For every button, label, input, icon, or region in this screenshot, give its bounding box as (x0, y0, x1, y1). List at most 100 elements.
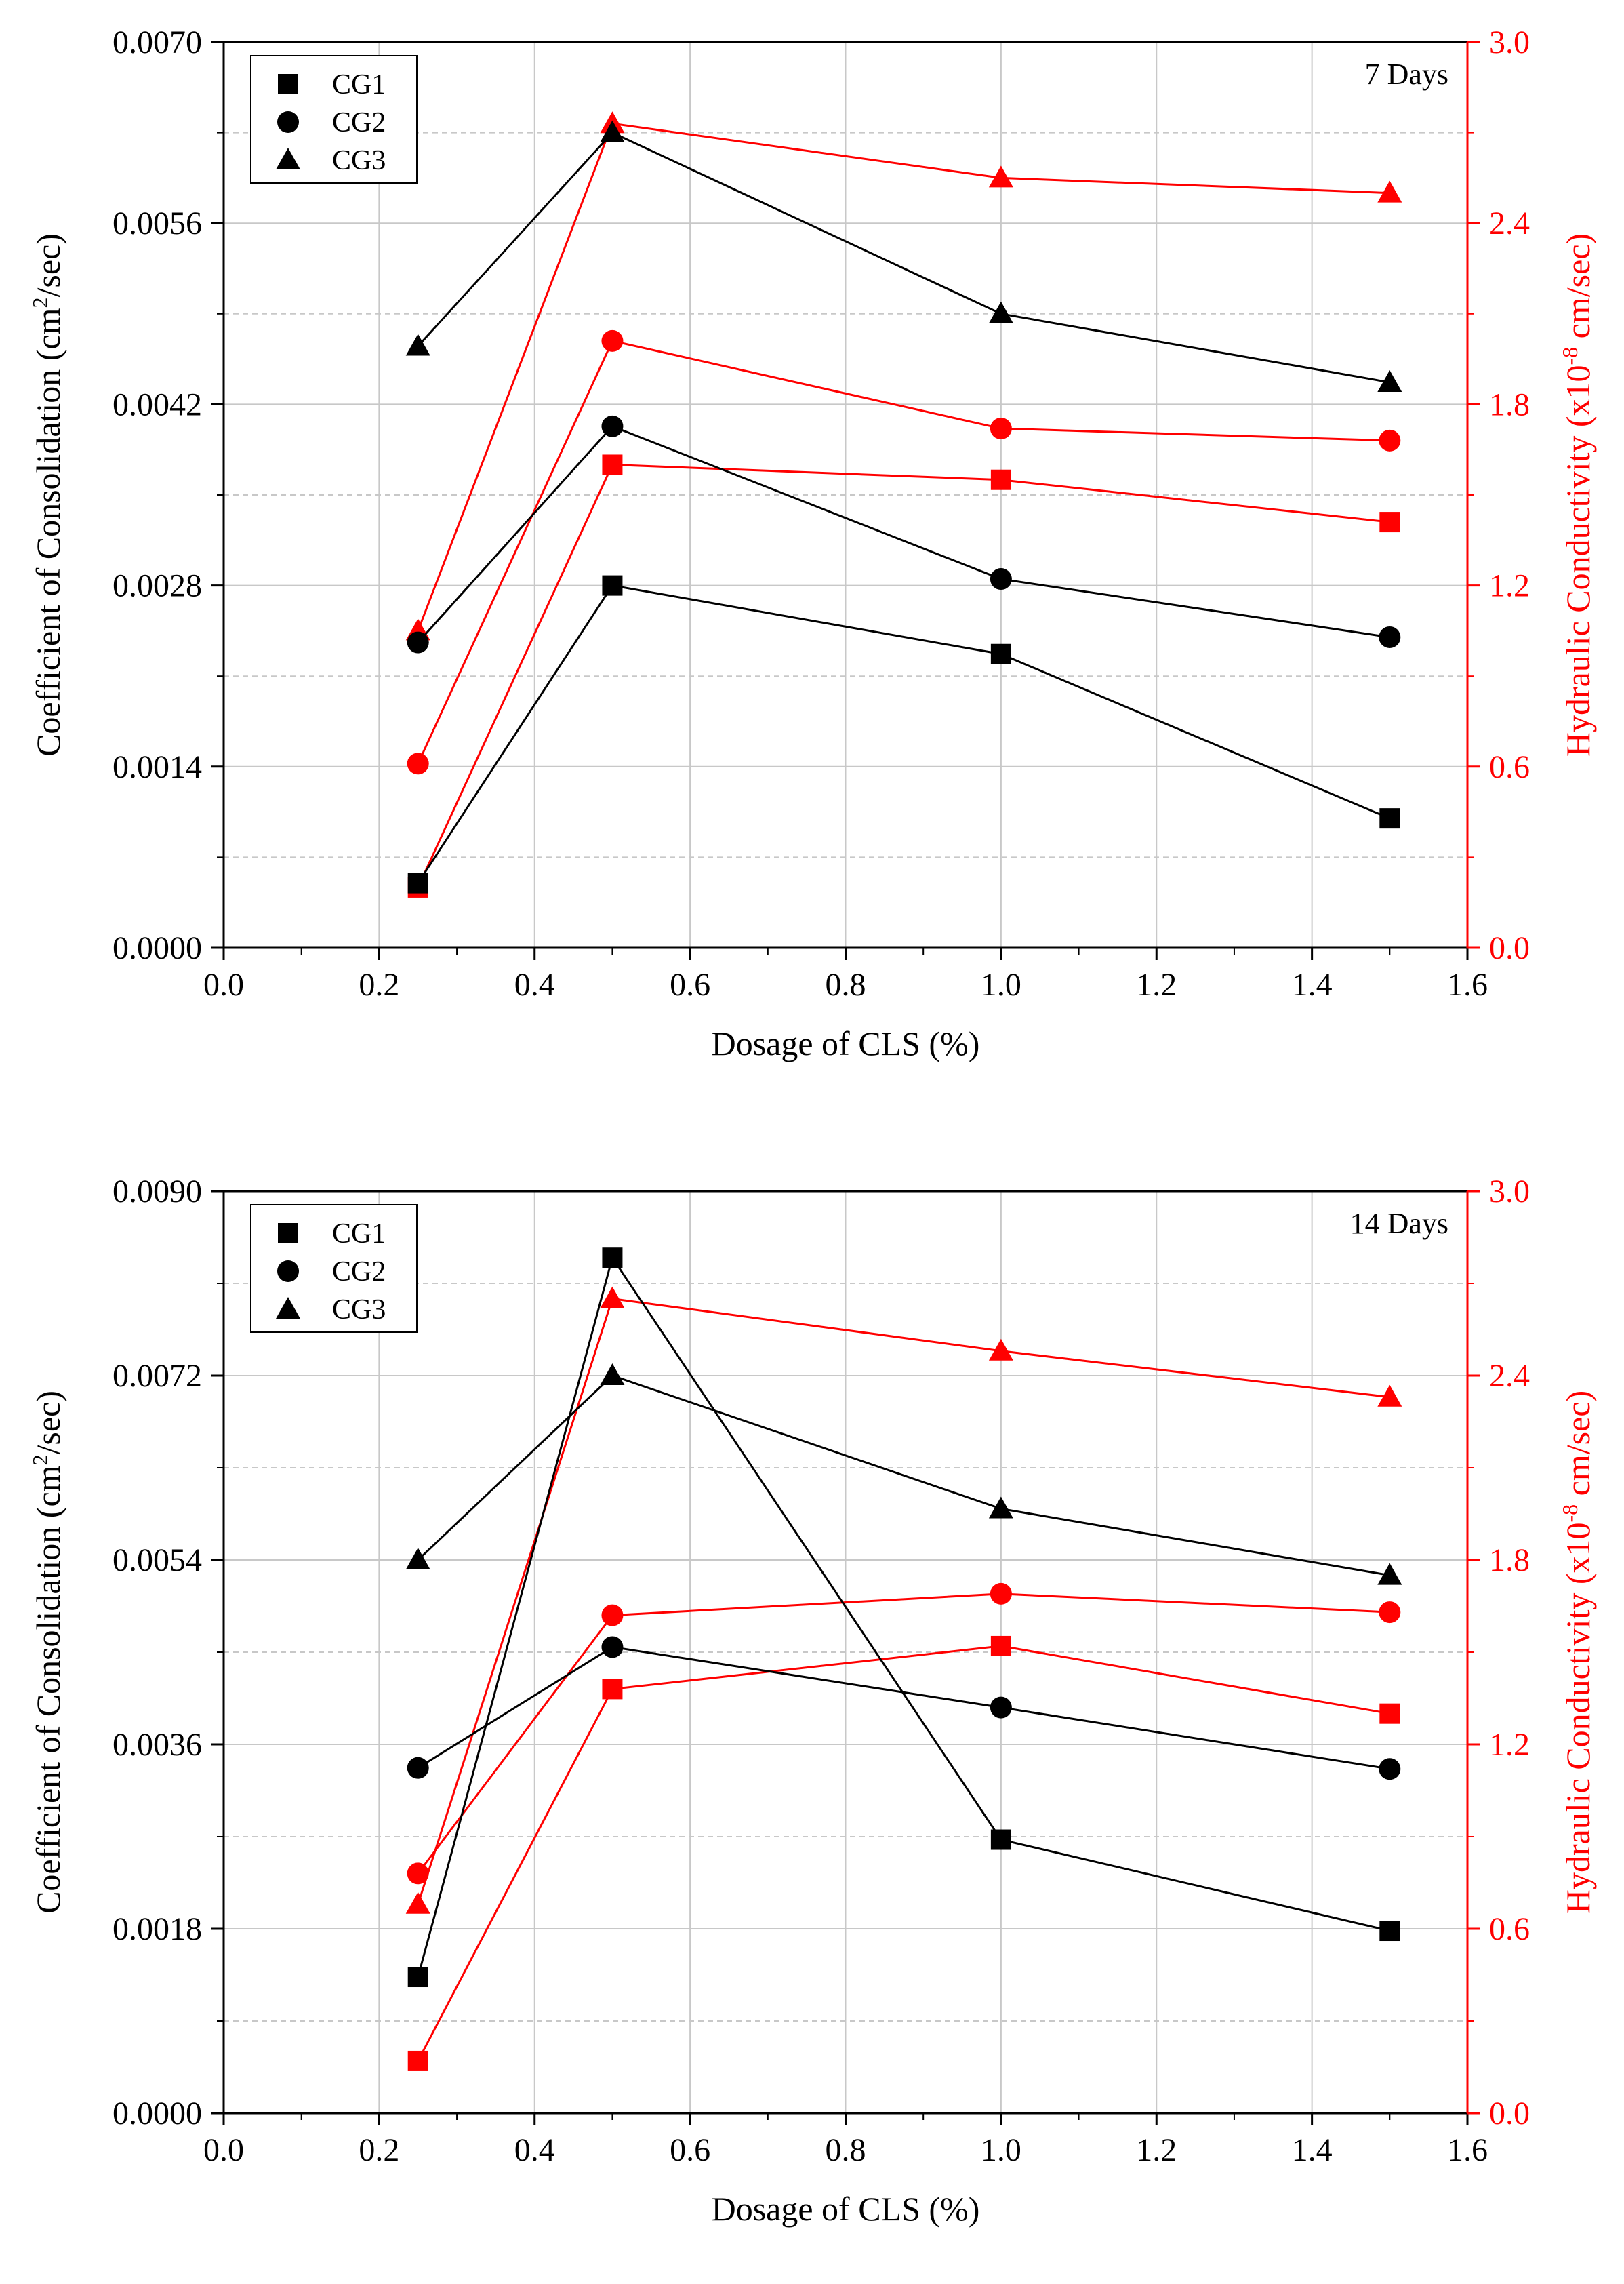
panel-title: 7 Days (1365, 58, 1448, 91)
series-line-CG1 (417, 1255, 1390, 1978)
data-point-hydraulic-triangle (988, 165, 1013, 188)
series-line-triangle-red (417, 1298, 1390, 1905)
data-point-CG1 (602, 1247, 623, 1268)
y-tick-label: 0.0072 (113, 1358, 202, 1394)
x-tick-label: 1.6 (1447, 967, 1488, 1003)
y2-tick-label: 1.8 (1489, 1542, 1530, 1578)
data-point-CG2 (601, 1636, 624, 1658)
legend-label-CG1: CG1 (332, 1218, 386, 1249)
x-tick-label: 1.0 (981, 967, 1021, 1003)
legend-marker-CG2 (277, 1260, 299, 1282)
legend-label-CG3: CG3 (332, 145, 386, 176)
legend: CG1 CG2 CG3 (250, 55, 418, 184)
data-point-CG1 (407, 1967, 428, 1988)
x-tick-label: 1.6 (1447, 2132, 1488, 2168)
y2-tick-label: 1.2 (1489, 1727, 1530, 1763)
data-point-CG3 (405, 1548, 430, 1569)
data-point-hydraulic-triangle (1377, 1384, 1402, 1407)
grid (224, 42, 1467, 948)
data-point-CG2 (1379, 626, 1401, 648)
series-line-triangle-red (417, 122, 1390, 631)
data-point-hydraulic-circle (990, 1582, 1012, 1605)
data-point-hydraulic-triangle (988, 1338, 1013, 1361)
data-point-CG1 (990, 643, 1011, 664)
data-point-CG3 (600, 1363, 625, 1385)
data-point-hydraulic-square (602, 1679, 623, 1700)
y-tick-label: 0.0000 (113, 2096, 202, 2131)
data-point-hydraulic-circle (1379, 1601, 1401, 1624)
data-point-hydraulic-triangle (1377, 180, 1402, 203)
x-tick-label: 1.4 (1292, 2132, 1333, 2168)
y2-axis-title: Hydraulic Conductivity (x10-8 cm/sec) (1558, 233, 1597, 757)
y-tick-label: 0.0000 (113, 930, 202, 966)
y2-tick-label: 0.6 (1489, 749, 1530, 785)
x-tick-label: 0.0 (203, 2132, 244, 2168)
x-tick-label: 0.2 (359, 2132, 399, 2168)
series-line-CG3 (417, 131, 1390, 384)
y-tick-label: 0.0018 (113, 1911, 202, 1947)
y-tick-label: 0.0028 (113, 568, 202, 604)
data-point-CG3 (988, 1496, 1013, 1519)
x-tick-label: 0.8 (826, 967, 866, 1003)
data-point-CG2 (1379, 1758, 1401, 1780)
y-tick-label: 0.0042 (113, 386, 202, 422)
data-point-CG2 (990, 568, 1012, 590)
x-tick-label: 1.2 (1136, 2132, 1177, 2168)
data-point-CG2 (407, 631, 429, 654)
legend-label-CG2: CG2 (332, 107, 386, 138)
y-tick-label: 0.0070 (113, 24, 202, 60)
data-point-hydraulic-circle (407, 1862, 429, 1885)
x-tick-label: 0.4 (514, 2132, 555, 2168)
y-tick-label: 0.0056 (113, 205, 202, 241)
x-tick-label: 0.0 (203, 967, 244, 1003)
chart-panel-2: 0.0 0.2 0.4 0.6 0.8 1.0 1.2 1.4 1.6 0.0000 0.0018 0… (28, 1174, 1597, 2228)
legend-label-CG1: CG1 (332, 69, 386, 100)
chart-panel-1: 0.0 0.2 0.4 0.6 0.8 1.0 1.2 1.4 1.6 0.0000 0.0014 0… (28, 24, 1597, 1062)
data-point-CG2 (601, 415, 624, 437)
x-tick-label: 0.2 (359, 967, 399, 1003)
y2-tick-label: 3.0 (1489, 24, 1530, 60)
y2-axis-title: Hydraulic Conductivity (x10-8 cm/sec) (1558, 1390, 1597, 1914)
y-tick-label: 0.0014 (113, 749, 202, 785)
data-point-CG3 (988, 301, 1013, 323)
x-tick-label: 0.6 (670, 2132, 710, 2168)
legend-marker-CG2 (277, 111, 299, 133)
series-line-square-red (417, 463, 1390, 888)
data-point-CG1 (407, 873, 428, 894)
y-tick-label: 0.0036 (113, 1727, 202, 1763)
data-point-CG3 (600, 120, 625, 142)
x-tick-label: 0.4 (514, 967, 555, 1003)
data-point-hydraulic-circle (407, 753, 429, 775)
data-point-CG2 (407, 1757, 429, 1779)
data-point-hydraulic-square (1379, 512, 1400, 533)
y2-tick-label: 2.4 (1489, 205, 1530, 241)
y2-tick-label: 1.2 (1489, 568, 1530, 604)
data-point-hydraulic-triangle (600, 1286, 625, 1308)
grid (224, 1191, 1467, 2113)
panel-title: 14 Days (1350, 1207, 1448, 1240)
x-axis-title: Dosage of CLS (%) (712, 1024, 980, 1062)
y2-tick-label: 2.4 (1489, 1358, 1530, 1394)
data-point-CG3 (1377, 1563, 1402, 1585)
x-tick-label: 0.8 (826, 2132, 866, 2168)
data-point-hydraulic-square (990, 469, 1011, 490)
data-point-CG1 (1379, 808, 1400, 829)
data-point-hydraulic-square (407, 2050, 428, 2071)
data-point-hydraulic-triangle (405, 1891, 430, 1914)
series-line-square-red (417, 1645, 1390, 2062)
legend-marker-CG3 (276, 148, 300, 169)
data-point-hydraulic-circle (601, 329, 624, 352)
data-point-CG1 (990, 1829, 1011, 1850)
y-axis-title: Coefficient of Consolidation (cm2/sec) (28, 1390, 67, 1914)
y2-tick-label: 0.6 (1489, 1911, 1530, 1947)
legend-label-CG3: CG3 (332, 1294, 386, 1325)
x-tick-label: 0.6 (670, 967, 710, 1003)
data-point-CG3 (405, 334, 430, 356)
x-tick-label: 1.2 (1136, 967, 1177, 1003)
data-point-hydraulic-circle (1379, 429, 1401, 452)
y-tick-label: 0.0054 (113, 1542, 202, 1578)
legend-label-CG2: CG2 (332, 1256, 386, 1287)
data-point-hydraulic-square (990, 1635, 1011, 1656)
x-tick-label: 1.0 (981, 2132, 1021, 2168)
